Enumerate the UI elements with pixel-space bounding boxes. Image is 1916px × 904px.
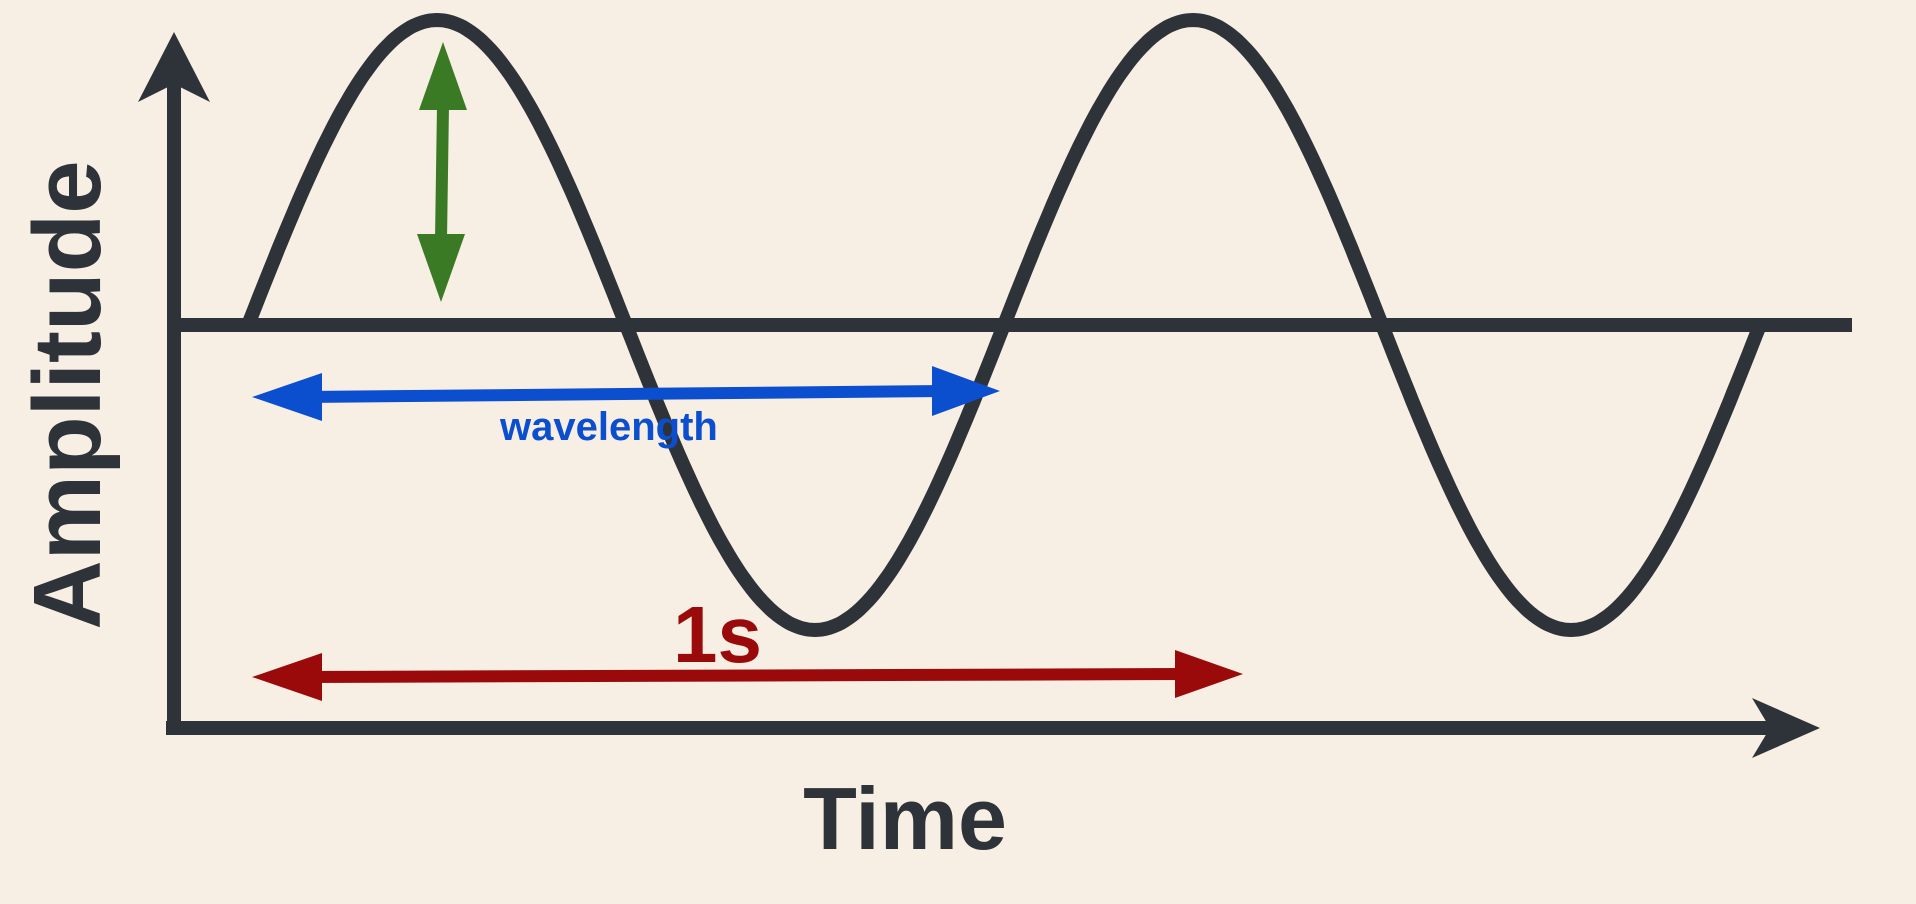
- y-axis-arrowhead: [138, 32, 210, 102]
- x-axis-arrowhead: [1752, 698, 1820, 758]
- period-label: 1s: [673, 590, 762, 679]
- sine-wave: [241, 13, 1767, 637]
- period-arrow: [252, 650, 1243, 701]
- y-axis-label: Amplitude: [14, 160, 121, 629]
- wavelength-arrow: [252, 366, 1000, 421]
- x-axis-label: Time: [803, 769, 1007, 868]
- wavelength-label: wavelength: [499, 405, 718, 449]
- amplitude-arrow: [417, 42, 467, 302]
